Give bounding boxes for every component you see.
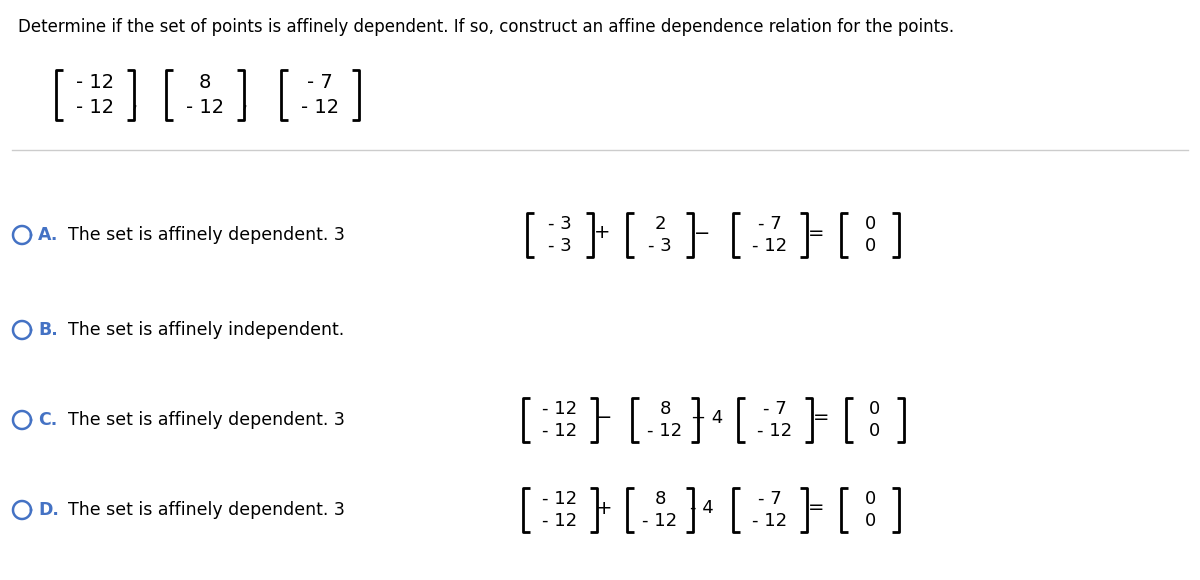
Text: A.: A. <box>38 226 59 244</box>
Text: The set is affinely dependent. 3: The set is affinely dependent. 3 <box>68 226 344 244</box>
Text: - 12: - 12 <box>542 422 577 440</box>
Text: 2: 2 <box>654 215 666 233</box>
Text: - 3: - 3 <box>548 237 572 255</box>
Text: +: + <box>595 498 612 517</box>
Text: The set is affinely dependent. 3: The set is affinely dependent. 3 <box>68 501 344 519</box>
Text: 8: 8 <box>199 73 211 92</box>
Text: C.: C. <box>38 411 58 429</box>
Text: - 12: - 12 <box>186 98 224 117</box>
Text: - 12: - 12 <box>752 512 787 530</box>
Text: - 12: - 12 <box>752 237 787 255</box>
Text: - 12: - 12 <box>642 512 678 530</box>
Text: The set is affinely independent.: The set is affinely independent. <box>68 321 344 339</box>
Text: 0: 0 <box>864 237 876 255</box>
Text: - 12: - 12 <box>542 400 577 418</box>
Text: =: = <box>808 498 824 517</box>
Text: B.: B. <box>38 321 58 339</box>
Text: ,: , <box>242 93 248 113</box>
Text: ,: , <box>132 93 138 113</box>
Text: 0: 0 <box>864 490 876 508</box>
Text: - 12: - 12 <box>648 422 683 440</box>
Text: Determine if the set of points is affinely dependent. If so, construct an affine: Determine if the set of points is affine… <box>18 18 954 36</box>
Text: 8: 8 <box>659 400 671 418</box>
Text: - 3: - 3 <box>648 237 672 255</box>
Text: The set is affinely dependent. 3: The set is affinely dependent. 3 <box>68 411 344 429</box>
Text: + 4: + 4 <box>691 409 724 427</box>
Text: - 12: - 12 <box>76 73 114 92</box>
Text: +: + <box>594 223 611 242</box>
Text: 8: 8 <box>654 490 666 508</box>
Text: - 7: - 7 <box>307 73 332 92</box>
Text: - 7: - 7 <box>763 400 787 418</box>
Text: - 12: - 12 <box>301 98 340 117</box>
Text: 0: 0 <box>869 400 881 418</box>
Text: −: − <box>694 223 710 242</box>
Text: - 7: - 7 <box>758 490 782 508</box>
Text: - 7: - 7 <box>758 215 782 233</box>
Text: - 4: - 4 <box>690 499 714 517</box>
Text: - 12: - 12 <box>76 98 114 117</box>
Text: - 12: - 12 <box>757 422 792 440</box>
Text: −: − <box>596 408 612 427</box>
Text: - 3: - 3 <box>548 215 572 233</box>
Text: 0: 0 <box>869 422 881 440</box>
Text: - 12: - 12 <box>542 512 577 530</box>
Text: - 12: - 12 <box>542 490 577 508</box>
Text: =: = <box>808 223 824 242</box>
Text: D.: D. <box>38 501 59 519</box>
Text: =: = <box>812 408 829 427</box>
Text: 0: 0 <box>864 215 876 233</box>
Text: 0: 0 <box>864 512 876 530</box>
